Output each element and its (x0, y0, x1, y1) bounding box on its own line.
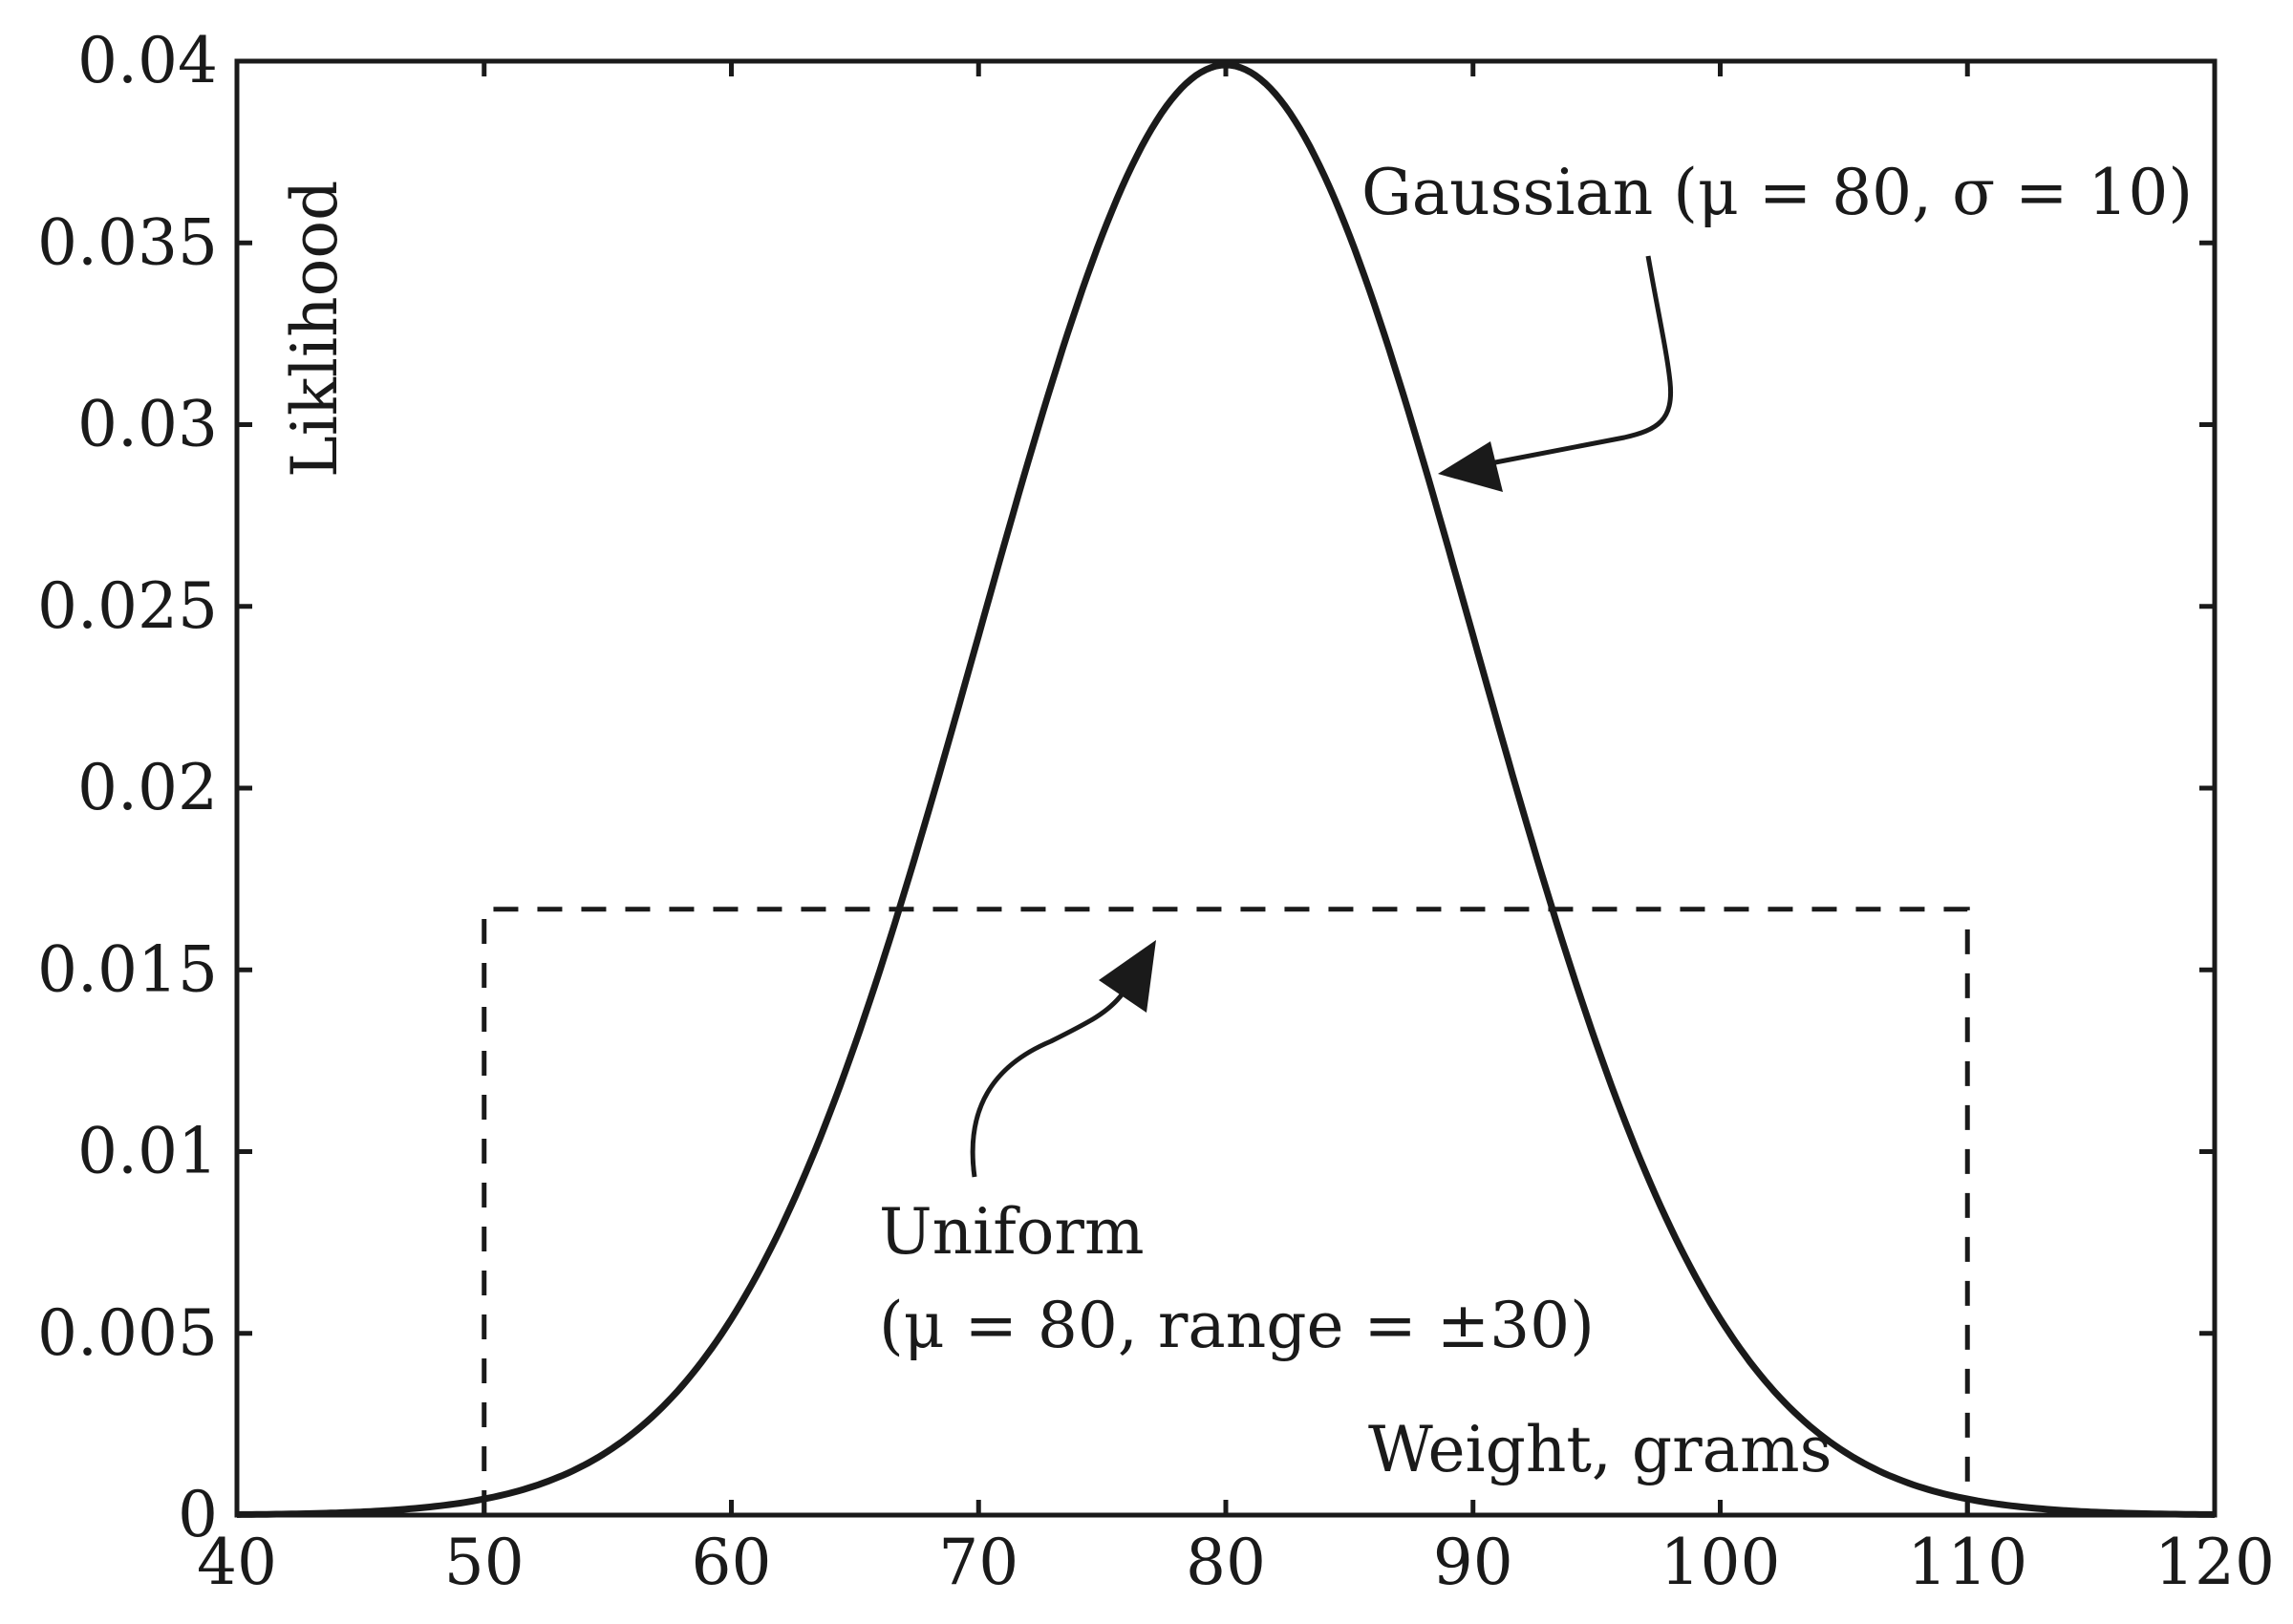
uniform-arrowhead (1099, 940, 1156, 1013)
gaussian-distribution-line (236, 61, 2216, 1518)
y-tick-label: 0.025 (37, 569, 218, 643)
uniform-annotation-text-line2: (μ = 80, range = ±30) (879, 1289, 1595, 1362)
y-tick-labels: 0 0.005 0.01 0.015 0.02 0.025 0.03 0.035 0.04 (37, 24, 218, 1551)
gaussian-arrowhead (1438, 441, 1503, 492)
y-tick-label: 0.005 (37, 1296, 218, 1370)
gaussian-annotation-arrow (1489, 255, 1674, 466)
y-tick-label: 0.03 (77, 388, 218, 461)
y-tick-label: 0.04 (77, 24, 218, 97)
y-axis-label: Liklihood (278, 181, 352, 478)
x-tick-label: 80 (1186, 1526, 1266, 1599)
y-tick-label: 0.015 (37, 932, 218, 1006)
x-tick-label: 50 (444, 1526, 525, 1599)
uniform-distribution-line (482, 907, 1970, 1515)
y-tick-label: 0 (178, 1478, 218, 1551)
x-tick-label: 60 (692, 1526, 772, 1599)
uniform-annotation-arrow (970, 992, 1125, 1178)
y-tick-label: 0.035 (37, 205, 218, 279)
x-axis-label: Weight, grams (1368, 1413, 1832, 1486)
x-tick-label: 110 (1907, 1526, 2027, 1599)
y-tick-label: 0.02 (77, 751, 218, 824)
x-tick-label: 100 (1661, 1526, 1781, 1599)
uniform-annotation-text-line1: Uniform (879, 1195, 1145, 1269)
x-tick-label: 90 (1433, 1526, 1513, 1599)
x-tick-label: 70 (938, 1526, 1018, 1599)
gaussian-annotation-text: Gaussian (μ = 80, σ = 10) (1361, 156, 2193, 229)
x-tick-label: 40 (197, 1526, 277, 1599)
x-tick-labels: 40 50 60 70 80 90 100 110 120 (197, 1526, 2275, 1599)
x-tick-label: 120 (2154, 1526, 2275, 1599)
y-tick-label: 0.01 (77, 1115, 218, 1188)
